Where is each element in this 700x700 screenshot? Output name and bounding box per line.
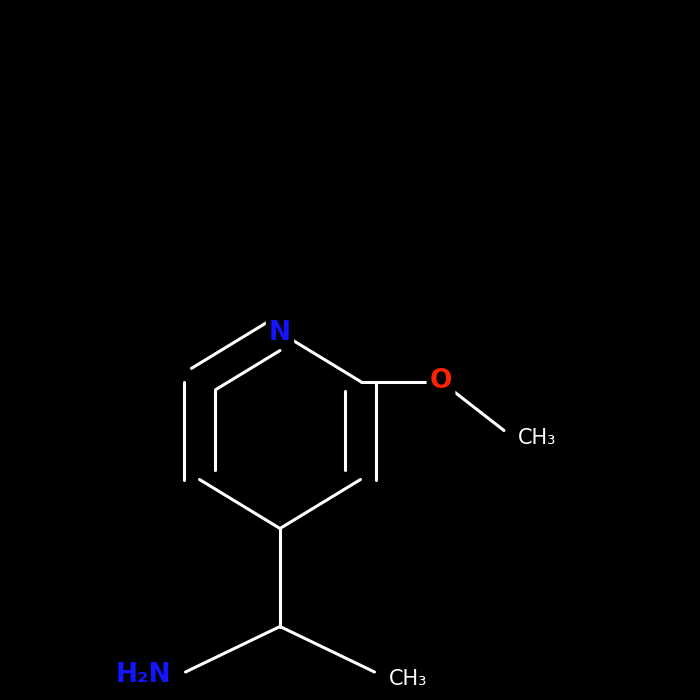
Text: N: N: [269, 319, 291, 346]
Text: CH₃: CH₃: [389, 669, 427, 689]
Text: H₂N: H₂N: [116, 662, 172, 689]
Text: O: O: [430, 368, 452, 395]
Text: CH₃: CH₃: [518, 428, 556, 447]
